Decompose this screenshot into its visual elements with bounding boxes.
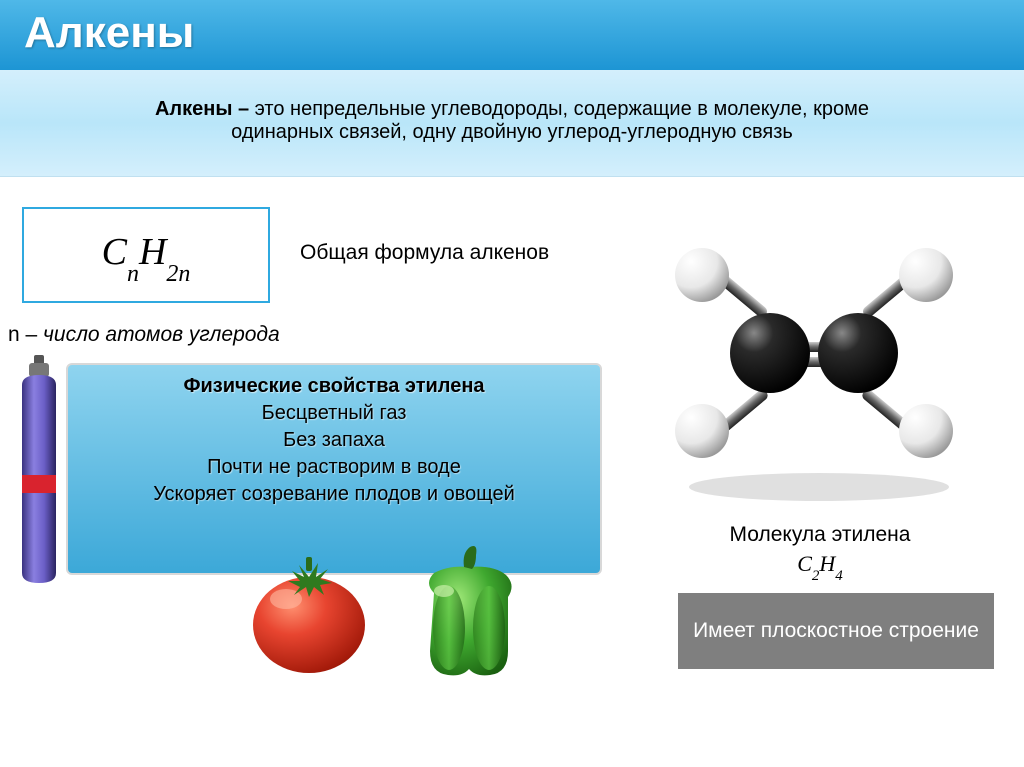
properties-line: Без запаха xyxy=(68,427,600,454)
page-title: Алкены xyxy=(24,8,194,57)
properties-line: Бесцветный газ xyxy=(68,400,600,427)
n-note-text: число атомов углерода xyxy=(43,323,280,346)
n-note-prefix: n – xyxy=(8,323,43,346)
n-note: n – число атомов углерода xyxy=(8,323,280,347)
planar-structure-box: Имеет плоскостное строение xyxy=(678,593,994,669)
general-formula-box: CnH2n xyxy=(22,207,270,303)
formula-c: C xyxy=(102,231,127,273)
mf-4: 4 xyxy=(835,568,843,584)
definition-band: Алкены – это непредельные углеводороды, … xyxy=(0,70,1024,177)
mf-c: C xyxy=(797,551,812,576)
formula-caption: Общая формула алкенов xyxy=(300,241,549,265)
ethylene-molecule-icon xyxy=(644,187,984,507)
content-area: CnH2n Общая формула алкенов n – число ат… xyxy=(0,177,1024,737)
definition-line2: одинарных связей, одну двойную углерод-у… xyxy=(231,121,793,143)
properties-line: Ускоряет созревание плодов и овощей xyxy=(68,481,600,508)
properties-line: Почти не растворим в воде xyxy=(68,454,600,481)
formula-n: n xyxy=(127,261,139,287)
molecule-formula: C2H4 xyxy=(690,551,950,581)
gas-cylinder-icon xyxy=(14,355,64,587)
formula-2n: 2n xyxy=(166,261,190,287)
mf-h: H xyxy=(819,551,835,576)
formula-h: H xyxy=(139,231,166,273)
pepper-icon xyxy=(404,543,534,683)
properties-title: Физические свойства этилена xyxy=(68,373,600,400)
general-formula: CnH2n xyxy=(102,230,191,280)
mf-2: 2 xyxy=(812,568,820,584)
tomato-icon xyxy=(244,547,374,677)
definition-term: Алкены – xyxy=(155,98,249,120)
molecule-caption: Молекула этилена xyxy=(690,523,950,547)
planar-text: Имеет плоскостное строение xyxy=(693,617,979,644)
title-banner: Алкены xyxy=(0,0,1024,70)
definition-line1: это непредельные углеводороды, содержащи… xyxy=(255,98,869,120)
